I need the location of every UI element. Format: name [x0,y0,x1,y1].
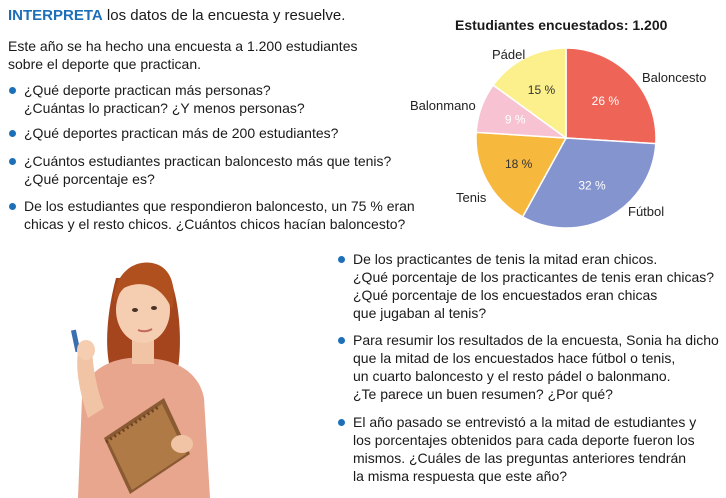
question-line: De los practicantes de tenis la mitad er… [353,251,658,267]
question-line: ¿Qué deporte practican más personas? [24,82,271,98]
question-line: De los estudiantes que respondieron balo… [24,198,415,214]
question-line: un cuarto baloncesto y el resto pádel o … [353,368,671,384]
question-5: De los practicantes de tenis la mitad er… [337,250,714,322]
intro-text: Este año se ha hecho una encuesta a 1.20… [8,38,358,72]
chart-title: Estudiantes encuestados: 1.200 [455,17,668,33]
slice-category-label: Fútbol [628,204,664,219]
question-line: que jugaban al tenis? [353,305,487,321]
question-line: ¿Qué porcentaje de los practicantes de t… [353,269,715,285]
pie-slice-baloncesto [565,47,657,145]
question-line: chicas y el resto chicos. ¿Cuántos chico… [24,216,406,232]
question-6: Para resumir los resultados de la encues… [337,331,719,403]
slice-value-label: 9 % [505,113,526,127]
slice-value-label: 18 % [505,157,533,171]
slice-value-label: 26 % [592,94,620,108]
slice-category-label: Baloncesto [642,70,706,85]
pie-slice-fútbol [521,137,657,229]
question-line: ¿Qué deportes practican más de 200 estud… [24,125,339,141]
question-line: ¿Te parece un buen resumen? ¿Por qué? [353,386,613,402]
question-line: El año pasado se entrevistó a la mitad d… [353,414,697,430]
pie-slice-tenis [475,131,568,218]
question-7: El año pasado se entrevistó a la mitad d… [337,413,696,485]
question-2: ¿Qué deportes practican más de 200 estud… [8,124,338,142]
question-line: ¿Cuántos estudiantes practican baloncest… [24,153,392,169]
exercise-heading: INTERPRETA los datos de la encuesta y re… [8,7,345,24]
slice-category-label: Balonmano [410,98,476,113]
question-4: De los estudiantes que respondieron balo… [8,197,415,233]
question-line: que la mitad de los encuestados hace fút… [353,350,676,366]
heading-text: los datos de la encuesta y resuelve. [102,7,346,24]
student-illustration [70,262,210,498]
question-line: mismos. ¿Cuáles de las preguntas anterio… [353,450,687,466]
question-line: Para resumir los resultados de la encues… [353,332,719,348]
question-3: ¿Cuántos estudiantes practican baloncest… [8,152,391,188]
pie-chart: 26 % 32 % 18 % 9 % 15 % Baloncesto Fútbol Teni… [410,47,706,229]
pie-slice-pádel [492,47,567,140]
question-line: ¿Cuántas lo practican? ¿Y menos personas… [24,100,305,116]
heading-keyword: INTERPRETA [8,7,103,24]
slice-value-label: 32 % [578,178,606,192]
question-line: los porcentajes obtenidos para cada depo… [353,432,695,448]
question-line: ¿Qué porcentaje de los encuestados eran … [353,287,658,303]
slice-category-label: Pádel [492,47,525,62]
question-line: ¿Qué porcentaje es? [24,171,155,187]
question-1: ¿Qué deporte practican más personas? ¿Cu… [8,81,305,117]
question-line: la misma respuesta que este año? [353,468,568,484]
slice-value-label: 15 % [528,83,556,97]
slice-category-label: Tenis [456,190,487,205]
